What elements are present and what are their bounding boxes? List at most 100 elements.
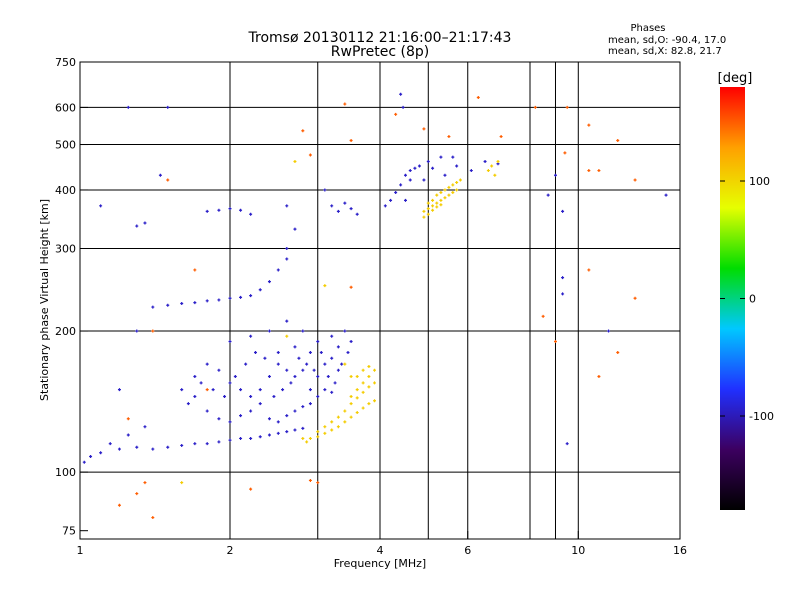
echo-point <box>349 415 353 419</box>
echo-point <box>499 135 503 139</box>
echo-point <box>597 374 601 378</box>
colorbar-tick-label: -100 <box>749 410 774 423</box>
colorbar-label: [deg] <box>718 71 753 86</box>
echo-point <box>496 160 500 164</box>
echo-point <box>349 395 353 399</box>
echo-point <box>143 221 147 225</box>
echo-point <box>323 388 327 392</box>
grid-lines <box>80 62 680 539</box>
y-axis-ticks: 75 100 200 300 400 500 600 750 <box>55 56 88 538</box>
echo-point <box>135 224 139 228</box>
echo-point <box>217 417 221 421</box>
echo-point <box>469 169 473 173</box>
y-tick-label: 100 <box>55 466 76 479</box>
echo-point <box>308 478 312 482</box>
echo-point <box>205 362 209 366</box>
echo-point <box>166 445 170 449</box>
echo-point <box>431 204 435 208</box>
echo-point <box>217 368 221 372</box>
phase-stats-heading: Phases <box>630 23 665 34</box>
echo-point <box>349 139 353 143</box>
echo-point <box>151 516 155 520</box>
chart-title: Tromsø 20130112 21:16:00–21:17:43 <box>248 30 512 46</box>
echo-point <box>435 201 439 205</box>
echo-point <box>408 169 412 173</box>
echo-point <box>326 374 330 378</box>
echo-point <box>305 440 309 444</box>
echo-point <box>258 435 262 439</box>
y-tick-label: 400 <box>55 184 76 197</box>
echo-point <box>355 396 359 400</box>
x-tick-label: 2 <box>227 544 234 557</box>
colorbar-tick-label: 0 <box>749 293 756 306</box>
y-tick-label: 600 <box>55 101 76 114</box>
echo-point <box>389 198 393 202</box>
echo-point <box>258 402 262 406</box>
echo-point <box>249 395 253 399</box>
echo-point <box>422 178 426 182</box>
echo-point <box>267 374 271 378</box>
echo-point <box>272 395 276 399</box>
echo-point <box>383 204 387 208</box>
echo-point <box>349 207 353 211</box>
echo-point <box>193 268 197 272</box>
echo-point <box>228 420 232 424</box>
echo-point <box>403 173 407 177</box>
echo-point <box>293 428 297 432</box>
y-tick-label: 200 <box>55 325 76 338</box>
echo-point <box>258 388 262 392</box>
echo-point <box>267 329 271 333</box>
colorbar-ticks: -100 0 100 <box>720 175 774 423</box>
echo-point <box>305 362 309 366</box>
echo-point <box>276 268 280 272</box>
echo-point <box>316 430 320 434</box>
echo-point <box>285 430 289 434</box>
echo-point <box>561 276 565 280</box>
echo-point <box>413 166 417 170</box>
echo-point <box>253 350 257 354</box>
echo-point <box>166 178 170 182</box>
echo-point <box>316 435 320 439</box>
echo-point <box>343 201 347 205</box>
echo-point <box>443 196 447 200</box>
echo-point <box>301 426 305 430</box>
x-tick-label: 16 <box>673 544 687 557</box>
echo-point <box>355 388 359 392</box>
echo-point <box>285 257 289 261</box>
echo-point <box>249 436 253 440</box>
echo-point <box>431 198 435 202</box>
echo-point <box>258 288 262 292</box>
echo-point <box>455 180 459 184</box>
phase-stats-o-mode: mean, sd,O: -90.4, 17.0 <box>608 35 726 46</box>
echo-point <box>135 445 139 449</box>
echo-point <box>308 402 312 406</box>
echo-point <box>233 374 237 378</box>
echo-point <box>355 374 359 378</box>
echo-point <box>239 436 243 440</box>
echo-point <box>228 438 232 442</box>
echo-point <box>486 169 490 173</box>
echo-point <box>533 105 537 109</box>
echo-point <box>426 212 430 216</box>
echo-point <box>373 399 377 403</box>
echo-point <box>563 151 567 155</box>
echo-point <box>293 409 297 413</box>
echo-point <box>312 368 316 372</box>
echo-point <box>417 164 421 168</box>
echo-point <box>239 414 243 418</box>
echo-point <box>205 388 209 392</box>
y-tick-label: 75 <box>62 525 76 538</box>
echo-point <box>394 112 398 116</box>
echo-point <box>422 215 426 219</box>
echo-point <box>228 339 232 343</box>
echo-point <box>249 334 253 338</box>
echo-point <box>330 334 334 338</box>
echo-point <box>117 388 121 392</box>
echo-point <box>323 362 327 366</box>
echo-point <box>158 173 162 177</box>
echo-point <box>126 105 130 109</box>
echo-point <box>281 388 285 392</box>
echo-point <box>180 443 184 447</box>
echo-point <box>343 362 347 366</box>
